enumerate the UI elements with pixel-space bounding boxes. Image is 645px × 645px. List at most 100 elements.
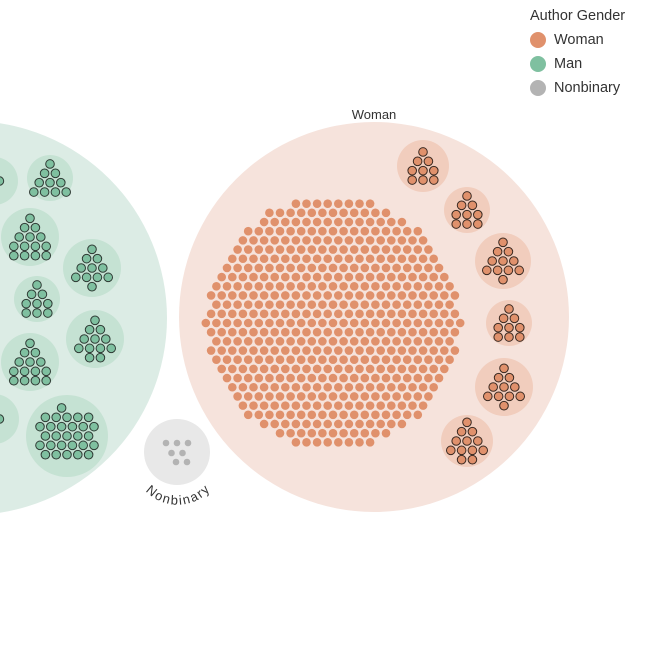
book-dot (397, 419, 407, 429)
book-dot (233, 392, 242, 401)
author-books-woman-main (201, 199, 465, 447)
book-dot (467, 426, 478, 437)
book-dot (312, 217, 322, 227)
book-dot (504, 322, 514, 333)
book-dot (275, 300, 285, 309)
book-dot (323, 309, 333, 319)
book-dot (402, 392, 412, 401)
book-dot (286, 428, 295, 438)
book-dot (413, 281, 423, 291)
book-dot (397, 346, 407, 355)
book-dot (344, 364, 354, 374)
book-dot (35, 421, 45, 432)
book-dot (462, 436, 472, 446)
book-dot (355, 327, 364, 337)
legend-item-woman[interactable]: Woman (530, 28, 625, 52)
book-dot (334, 438, 343, 447)
book-dot (413, 245, 423, 254)
book-dot (19, 222, 30, 233)
legend-item-nonbinary[interactable]: Nonbinary (530, 76, 625, 100)
book-dot (473, 219, 483, 229)
book-dot (286, 263, 295, 273)
book-dot (249, 327, 258, 337)
book-dot (243, 300, 253, 309)
book-dot (355, 401, 364, 410)
book-dot (270, 327, 280, 337)
book-dot (349, 373, 359, 383)
book-dot (360, 226, 370, 236)
book-dot (334, 272, 343, 282)
book-dot (79, 334, 89, 344)
book-dot (275, 410, 285, 420)
author-books-woman (446, 417, 489, 465)
book-dot (328, 373, 338, 383)
book-dot (392, 318, 401, 328)
book-dot (365, 309, 375, 319)
book-dot (467, 200, 478, 211)
legend-swatch-woman (530, 32, 546, 48)
book-dot (270, 401, 280, 410)
book-dot (254, 281, 264, 291)
book-dot (339, 226, 348, 236)
book-dot (504, 332, 514, 342)
book-dot (365, 291, 375, 300)
book-dot (328, 281, 338, 291)
book-dot (365, 419, 375, 429)
book-dot (376, 401, 386, 410)
book-dot (323, 217, 333, 227)
book-dot (323, 327, 333, 337)
book-dot (334, 309, 343, 319)
book-dot (270, 419, 280, 429)
book-dot (78, 421, 88, 432)
book-dot (360, 300, 370, 309)
book-dot (296, 300, 306, 309)
book-dot (498, 274, 508, 285)
book-dot (387, 309, 396, 319)
book-dot (281, 327, 290, 337)
book-dot (376, 419, 386, 429)
book-dot (408, 309, 417, 319)
legend-item-man[interactable]: Man (530, 52, 625, 76)
book-dot (371, 245, 380, 254)
book-dot (259, 401, 269, 410)
book-dot (249, 272, 258, 282)
book-dot (302, 346, 311, 355)
book-dot (387, 217, 396, 227)
book-dot (445, 355, 454, 365)
book-dot (318, 337, 327, 346)
book-dot (392, 337, 401, 346)
book-dot (307, 208, 317, 218)
book-dot (307, 428, 317, 438)
book-dot (243, 226, 253, 236)
book-dot (270, 309, 280, 319)
book-dot (73, 412, 83, 423)
book-dot (334, 382, 343, 392)
book-dot (243, 373, 253, 383)
book-dot (296, 208, 306, 218)
book-dot (334, 254, 343, 264)
book-dot (413, 226, 423, 236)
book-dot (101, 334, 111, 344)
book-dot (281, 272, 290, 282)
legend-label-man: Man (554, 56, 583, 72)
book-dot (281, 346, 290, 355)
book-dot (440, 327, 449, 337)
book-dot (355, 272, 364, 282)
book-dot (381, 373, 391, 383)
book-dot (312, 327, 322, 337)
book-dot (318, 428, 327, 438)
book-dot (25, 213, 35, 224)
book-dot (355, 419, 364, 429)
book-dot (424, 318, 433, 328)
book-dot (302, 199, 311, 208)
book-dot (259, 291, 269, 300)
book-dot (365, 401, 375, 410)
book-dot (455, 318, 465, 328)
book-dot (206, 346, 216, 355)
book-dot (397, 254, 407, 264)
book-dot (206, 309, 216, 319)
book-dot (371, 208, 380, 218)
book-dot (291, 309, 301, 319)
book-dot (249, 291, 258, 300)
book-dot (446, 445, 456, 456)
